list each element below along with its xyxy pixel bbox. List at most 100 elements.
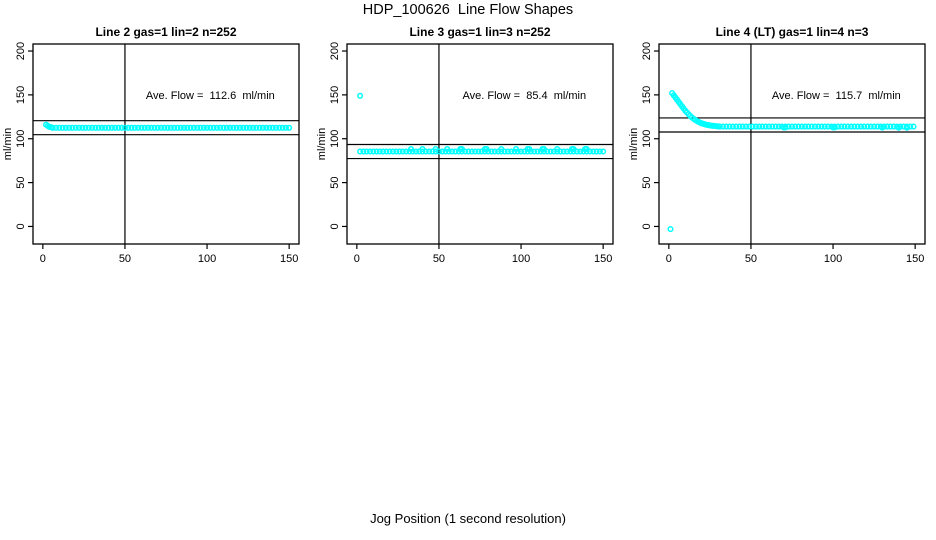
- data-point: [498, 148, 505, 155]
- panel-title: Line 2 gas=1 lin=2 n=252: [95, 25, 236, 39]
- data-point: [154, 124, 161, 131]
- data-point: [600, 148, 607, 155]
- data-point: [158, 124, 165, 131]
- y-tick-label: 200: [641, 42, 653, 60]
- data-point: [844, 123, 851, 130]
- data-point: [79, 124, 86, 131]
- data-point: [861, 123, 868, 130]
- data-point: [52, 124, 60, 131]
- y-tick-label: 100: [15, 130, 27, 148]
- data-point: [419, 148, 426, 155]
- x-tick-label: 150: [280, 253, 298, 265]
- data-point: [462, 148, 469, 155]
- data-point: [357, 92, 364, 99]
- data-point: [894, 123, 901, 130]
- data-point: [910, 123, 917, 130]
- data-point: [263, 124, 270, 131]
- y-tick-label: 50: [329, 176, 341, 188]
- data-point: [240, 124, 247, 131]
- data-point: [818, 123, 825, 130]
- data-point: [527, 148, 534, 155]
- data-point: [85, 124, 92, 131]
- data-point: [802, 123, 809, 130]
- data-point: [89, 124, 96, 131]
- data-point: [667, 226, 674, 233]
- data-point: [815, 123, 822, 130]
- data-point: [577, 148, 584, 155]
- data-point: [184, 124, 191, 131]
- plot-frame: [658, 43, 926, 245]
- data-point: [749, 123, 756, 130]
- data-point: [115, 124, 122, 131]
- data-point: [531, 148, 538, 155]
- data-point: [880, 123, 888, 130]
- data-point: [729, 123, 736, 130]
- ave-flow-annotation: Ave. Flow = 112.6 ml/min: [146, 90, 275, 102]
- y-tick-label: 150: [641, 86, 653, 104]
- y-tick-label: 200: [329, 42, 341, 60]
- panel-3: Line 4 (LT) gas=1 lin=4 n=3 0 50 100 150 0 50 1…: [628, 25, 926, 265]
- data-point: [488, 148, 495, 155]
- data-point: [151, 124, 158, 131]
- data-point: [383, 148, 390, 155]
- data-point: [243, 124, 250, 131]
- data-point: [230, 124, 237, 131]
- data-point: [389, 148, 397, 155]
- data-point: [831, 123, 838, 130]
- data-point: [593, 148, 600, 155]
- data-point: [210, 124, 217, 131]
- data-point: [386, 148, 393, 155]
- x-tick-label: 150: [906, 253, 924, 265]
- data-point: [540, 148, 548, 155]
- data-point: [785, 123, 792, 130]
- data-point: [128, 124, 135, 131]
- data-point: [524, 148, 531, 155]
- panels-group: Line 2 gas=1 lin=2 n=252 0 50 100 150 0 50 100 1…: [2, 25, 926, 265]
- data-point: [138, 124, 145, 131]
- data-point: [412, 148, 420, 155]
- data-point: [131, 124, 138, 131]
- data-point: [550, 148, 557, 155]
- data-point: [82, 124, 89, 131]
- data-point: [468, 148, 475, 155]
- data-point: [795, 123, 802, 130]
- data-point: [426, 148, 433, 155]
- data-point: [380, 148, 387, 155]
- figure-title: HDP_100626 Line Flow Shapes: [363, 2, 573, 18]
- y-tick-label: 50: [641, 176, 653, 188]
- data-point: [181, 124, 188, 131]
- data-point: [213, 124, 220, 131]
- data-point: [141, 124, 148, 131]
- data-point: [439, 148, 446, 155]
- data-point: [511, 148, 518, 155]
- panel-1: Line 2 gas=1 lin=2 n=252 0 50 100 150 0 50 100 1…: [2, 25, 300, 265]
- data-point: [69, 124, 76, 131]
- data-point: [112, 124, 119, 131]
- data-point: [108, 124, 115, 131]
- ave-flow-annotation: Ave. Flow = 85.4 ml/min: [463, 90, 587, 102]
- data-point: [121, 124, 129, 131]
- data-point: [455, 148, 462, 155]
- data-point: [726, 123, 733, 130]
- y-tick-label: 0: [329, 223, 341, 229]
- data-point: [161, 124, 168, 131]
- data-point: [49, 124, 56, 131]
- y-tick-label: 200: [15, 42, 27, 60]
- data-point: [259, 124, 266, 131]
- data-point: [752, 123, 759, 130]
- data-point: [472, 148, 479, 155]
- y-tick-label: 50: [15, 176, 27, 188]
- data-point: [580, 148, 587, 155]
- data-point: [508, 148, 515, 155]
- data-point: [851, 123, 858, 130]
- data-point: [871, 123, 878, 130]
- x-axis-label: Jog Position (1 second resolution): [370, 511, 566, 526]
- data-point: [282, 124, 289, 131]
- data-point: [465, 148, 472, 155]
- data-point: [775, 123, 782, 130]
- data-points-group: [43, 121, 293, 131]
- data-point: [373, 148, 380, 155]
- data-point: [485, 148, 492, 155]
- data-point: [435, 148, 443, 155]
